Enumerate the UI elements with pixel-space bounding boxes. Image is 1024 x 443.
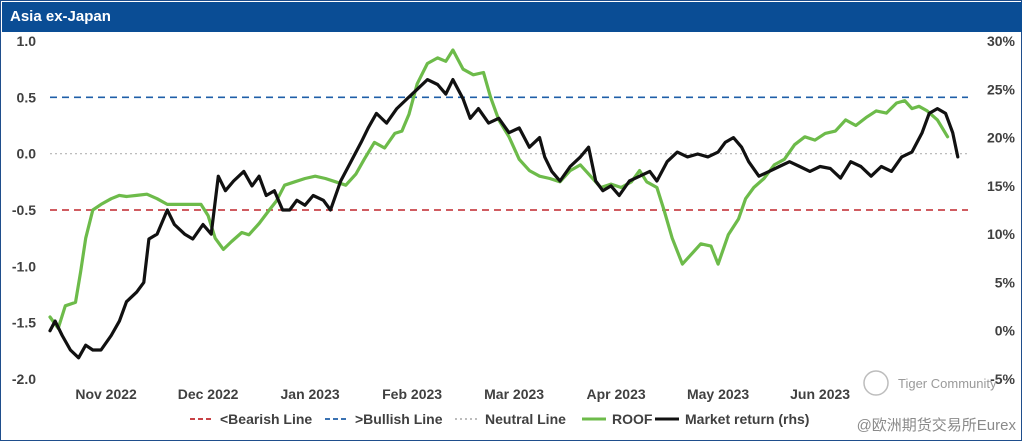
roof-series [48,48,950,330]
y-left-tick: 0.0 [17,146,37,162]
panel-title: Asia ex-Japan [10,8,111,25]
y-right-tick: 30% [987,33,1016,49]
y-right-tick: -5% [990,371,1015,387]
x-tick: Nov 2022 [75,386,137,402]
y-right-tick: 20% [987,130,1016,146]
x-tick: May 2023 [687,386,749,402]
y-right-tick: 5% [995,274,1016,290]
y-left-tick: 1.0 [17,33,37,49]
x-tick: Jun 2023 [790,386,850,402]
legend-label-market: Market return (rhs) [685,411,809,427]
y-left-tick: -0.5 [12,202,36,218]
watermark-source: @欧洲期货交易所Eurex [857,416,1017,434]
x-tick: Dec 2022 [178,386,239,402]
x-tick: Feb 2023 [382,386,442,402]
title-bar: Asia ex-Japan [2,2,1022,32]
watermark-logo-icon [863,370,889,396]
y-right-tick: 10% [987,226,1016,242]
y-left-tick: -1.0 [12,258,36,274]
legend-label-roof: ROOF [612,411,653,427]
y-left-tick: 0.5 [17,89,37,105]
legend-label-neutral: Neutral Line [485,411,566,427]
y-left-tick: -2.0 [12,371,36,387]
y-right-tick: 0% [995,323,1016,339]
market-return-series [48,78,960,360]
x-tick: Jan 2023 [281,386,340,402]
y-left-tick: -1.5 [12,315,36,331]
y-right-tick: 15% [987,178,1016,194]
legend-label-bullish: >Bullish Line [355,411,443,427]
x-tick: Apr 2023 [587,386,646,402]
y-right-tick: 25% [987,81,1016,97]
legend-label-bearish: <Bearish Line [220,411,312,427]
x-tick: Mar 2023 [484,386,544,402]
watermark-community: Tiger Community [898,376,997,391]
